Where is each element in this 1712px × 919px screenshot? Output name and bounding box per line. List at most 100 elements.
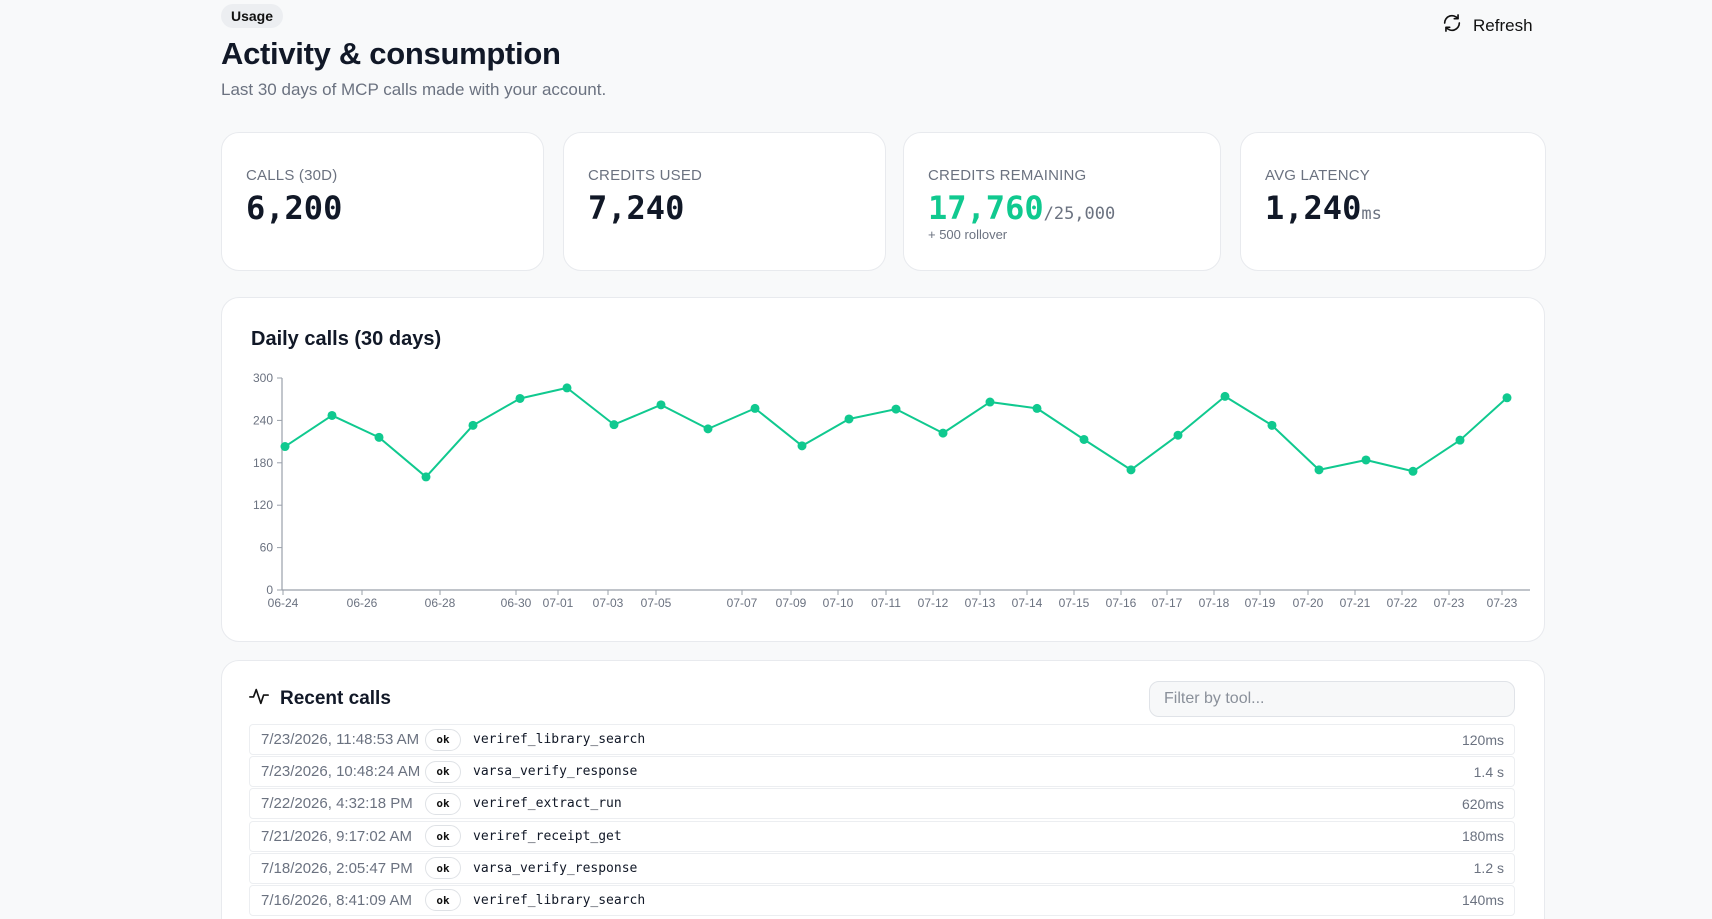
x-tick-label: 07-16: [1106, 596, 1137, 610]
call-duration: 1.4 s: [1473, 763, 1504, 780]
call-duration: 1.2 s: [1473, 860, 1504, 877]
call-duration: 180ms: [1461, 828, 1504, 845]
table-row[interactable]: 7/16/2026, 8:41:09 AM ok veriref_library…: [249, 884, 1515, 916]
tool-name: veriref_library_search: [473, 892, 646, 908]
call-time: 7/23/2026, 10:48:24 AM: [261, 763, 421, 781]
tool-name: veriref_library_search: [473, 732, 646, 747]
table-row[interactable]: 7/22/2026, 4:32:18 PM ok veriref_extract…: [249, 788, 1515, 820]
x-tick-label: 07-12: [918, 596, 949, 610]
stat-card-credits-used: CREDITS USED 7,240: [563, 132, 886, 271]
x-tick-label: 07-17: [1152, 596, 1183, 610]
data-point: [1314, 465, 1324, 475]
x-tick-label: 07-21: [1340, 596, 1371, 610]
x-tick-label: 06-24: [268, 596, 299, 610]
x-tick-label: 07-01: [543, 596, 574, 610]
data-point: [1502, 393, 1512, 403]
data-point: [985, 397, 995, 407]
x-tick-label: 07-07: [727, 596, 758, 610]
x-tick-label: 07-03: [593, 596, 624, 610]
x-tick-label: 06-26: [347, 596, 378, 610]
x-tick-label: 07-09: [776, 596, 807, 610]
recent-calls-header: Recent calls: [248, 685, 391, 713]
status-badge: ok: [425, 760, 461, 783]
data-point: [562, 383, 572, 393]
recent-calls-card: Recent calls 7/23/2026, 11:48:53 AM ok v…: [221, 660, 1545, 919]
refresh-button[interactable]: Refresh: [1433, 8, 1541, 43]
status-badge: ok: [425, 792, 461, 815]
page-title: Activity & consumption: [221, 36, 561, 71]
data-point: [750, 403, 760, 413]
stat-value: 1,240ms: [1265, 189, 1382, 227]
data-point: [327, 410, 337, 420]
x-tick-label: 07-05: [641, 596, 672, 610]
tool-name: varsa_verify_response: [473, 764, 638, 780]
call-time: 7/21/2026, 9:17:02 AM: [261, 827, 412, 845]
status-badge: ok: [425, 889, 461, 912]
data-point: [938, 428, 948, 438]
table-row[interactable]: 7/23/2026, 10:48:24 AM ok varsa_verify_r…: [249, 756, 1515, 788]
table-row[interactable]: 7/23/2026, 11:48:53 AM ok veriref_librar…: [249, 724, 1515, 755]
x-tick-label: 07-20: [1293, 596, 1324, 610]
data-point: [1126, 465, 1136, 475]
data-point: [374, 432, 384, 442]
stat-value: 17,760/25,000: [928, 189, 1116, 227]
data-point: [1455, 435, 1465, 445]
data-point: [468, 420, 478, 430]
status-badge: ok: [425, 825, 461, 848]
y-tick-label: 180: [253, 456, 273, 470]
stat-value: 7,240: [588, 189, 685, 227]
page-subtitle: Last 30 days of MCP calls made with your…: [221, 80, 607, 99]
daily-calls-chart-card: Daily calls (30 days) 0 60 120 180 240 300 06-…: [221, 297, 1545, 642]
tool-name: varsa_verify_response: [473, 860, 638, 876]
stat-card-credits-remaining: CREDITS REMAINING 17,760/25,000 + 500 ro…: [903, 132, 1221, 271]
call-duration: 620ms: [1461, 795, 1504, 812]
x-tick-label: 07-18: [1199, 596, 1230, 610]
data-point: [891, 404, 901, 414]
y-tick-label: 120: [253, 498, 273, 512]
data-point: [1173, 430, 1183, 440]
chart-title: Daily calls (30 days): [251, 328, 442, 350]
x-tick-label: 07-14: [1012, 596, 1043, 610]
refresh-icon: [1441, 12, 1463, 39]
x-tick-label: 07-23: [1487, 596, 1518, 610]
data-point: [1361, 455, 1371, 465]
refresh-label: Refresh: [1473, 15, 1533, 35]
x-tick-label: 07-10: [823, 596, 854, 610]
table-row[interactable]: 7/21/2026, 9:17:02 AM ok veriref_receipt…: [249, 820, 1515, 852]
status-badge: ok: [425, 728, 461, 751]
x-tick-label: 06-30: [501, 596, 532, 610]
y-tick-label: 300: [253, 371, 273, 385]
data-point: [1220, 391, 1230, 401]
rollover-note: + 500 rollover: [928, 227, 1008, 242]
data-point: [609, 420, 619, 430]
filter-by-tool-input[interactable]: [1149, 681, 1515, 717]
x-tick-label: 06-28: [425, 596, 456, 610]
x-tick-label: 07-11: [871, 596, 901, 610]
stat-label: CREDITS USED: [588, 167, 703, 184]
activity-icon: [248, 685, 270, 713]
call-duration: 140ms: [1461, 892, 1504, 909]
x-tick-label: 07-13: [965, 596, 996, 610]
y-tick-label: 0: [266, 583, 273, 597]
call-time: 7/22/2026, 4:32:18 PM: [261, 795, 413, 813]
y-tick-label: 60: [260, 541, 274, 555]
x-tick-label: 07-23: [1434, 596, 1465, 610]
stat-label: CALLS (30D): [246, 167, 338, 184]
stat-value: 6,200: [246, 189, 343, 227]
call-duration: 120ms: [1461, 731, 1504, 748]
table-row[interactable]: 7/18/2026, 2:05:47 PM ok varsa_verify_re…: [249, 852, 1515, 884]
data-point: [280, 442, 290, 452]
recent-calls-list: 7/23/2026, 11:48:53 AM ok veriref_librar…: [249, 724, 1515, 917]
data-point: [703, 424, 713, 434]
call-time: 7/16/2026, 8:41:09 AM: [261, 891, 412, 909]
data-point: [1408, 466, 1418, 476]
stat-total: /25,000: [1043, 204, 1116, 224]
data-point: [515, 393, 525, 403]
data-point: [1267, 420, 1277, 430]
call-time: 7/23/2026, 11:48:53 AM: [261, 731, 420, 748]
stat-card-latency: AVG LATENCY 1,240ms: [1240, 132, 1546, 271]
data-point: [1032, 403, 1042, 413]
stat-label: CREDITS REMAINING: [928, 167, 1087, 184]
tool-name: veriref_receipt_get: [473, 828, 622, 844]
x-tick-label: 07-15: [1059, 596, 1090, 610]
